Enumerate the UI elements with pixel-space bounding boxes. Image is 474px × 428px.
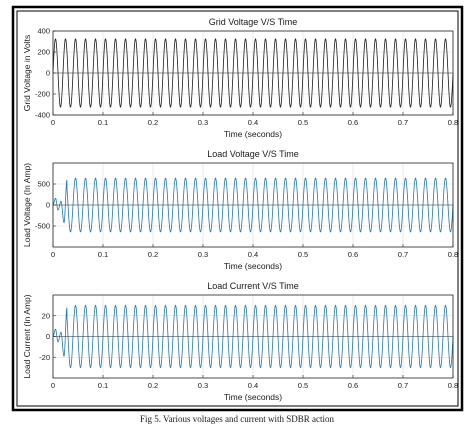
y-tick-label: 400: [37, 27, 50, 36]
x-tick-label: 0.6: [348, 381, 358, 390]
x-tick-label: 0.3: [198, 118, 208, 127]
y-tick-label: 0: [46, 201, 50, 210]
chart-title: Load Voltage V/S Time: [207, 149, 299, 159]
y-tick-label: -400: [35, 111, 50, 120]
x-tick-label: 0.5: [298, 118, 308, 127]
axes-frame: [52, 30, 454, 116]
chart-panel-3: Load Current V/S Time 0 0.1 0.2 0.3 0.4 0.5 0.6…: [22, 281, 458, 402]
x-tick-label: 0.4: [248, 118, 258, 127]
y-tick-label: 0: [46, 332, 50, 341]
x-tick-label: 0.3: [198, 250, 208, 259]
x-tick-label: 0.2: [148, 381, 158, 390]
x-axis-label: Time (seconds): [224, 261, 282, 271]
x-tick-label: 0.8: [448, 118, 458, 127]
x-tick-label: 0.4: [248, 381, 258, 390]
chart-panel-2: Load Voltage V/S Time 0 0.1 0.2 0.3 0.4 0.5 0.6…: [22, 149, 458, 271]
x-tick-label: 0.1: [98, 381, 108, 390]
y-tick-label: 20: [42, 311, 50, 320]
x-tick-label: 0.3: [198, 381, 208, 390]
y-tick-label: -500: [35, 222, 50, 231]
axes-frame: [52, 294, 454, 379]
axes-frame: [52, 162, 454, 248]
y-tick-label: 0: [46, 69, 50, 78]
x-tick-label: 0.6: [348, 250, 358, 259]
x-tick-label: 0: [51, 381, 55, 390]
y-tick-label: -20: [39, 353, 50, 362]
x-tick-label: 0: [51, 118, 55, 127]
x-tick-label: 0.8: [448, 381, 458, 390]
x-axis-label: Time (seconds): [224, 392, 282, 402]
x-tick-label: 0.7: [398, 250, 408, 259]
x-tick-label: 0.8: [448, 250, 458, 259]
x-tick-label: 0.5: [298, 250, 308, 259]
figure-caption: Fig 5. Various voltages and current with…: [140, 414, 335, 424]
y-axis-label: Load Voltage (In Amp): [22, 163, 32, 247]
y-axis-label: Grid Voltage in Volts: [22, 35, 32, 112]
x-tick-label: 0: [51, 250, 55, 259]
x-tick-label: 0.4: [248, 250, 258, 259]
y-tick-label: 200: [37, 48, 50, 57]
y-tick-label: 500: [37, 180, 50, 189]
y-tick-label: -200: [35, 90, 50, 99]
chart-panel-1: Grid Voltage V/S Time 0 0.1 0.2 0.3 0.4 0.5 0.6…: [22, 17, 458, 139]
x-tick-label: 0.5: [298, 381, 308, 390]
chart-title: Grid Voltage V/S Time: [209, 17, 298, 27]
x-tick-label: 0.7: [398, 381, 408, 390]
chart-title: Load Current V/S Time: [207, 281, 299, 291]
x-tick-label: 0.1: [98, 250, 108, 259]
x-tick-label: 0.7: [398, 118, 408, 127]
y-axis-label: Load Current (In Amp): [22, 294, 32, 378]
x-tick-label: 0.1: [98, 118, 108, 127]
x-axis-label: Time (seconds): [224, 129, 282, 139]
x-tick-label: 0.2: [148, 118, 158, 127]
x-tick-label: 0.6: [348, 118, 358, 127]
x-tick-label: 0.2: [148, 250, 158, 259]
